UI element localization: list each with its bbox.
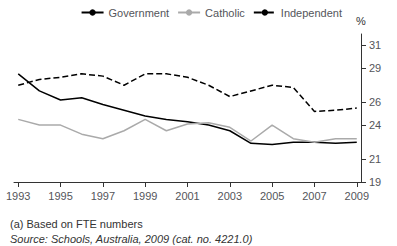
svg-text:2003: 2003 — [218, 190, 242, 202]
svg-text:Catholic: Catholic — [205, 7, 245, 19]
svg-text:(a) Based on FTE numbers: (a) Based on FTE numbers — [10, 218, 143, 230]
svg-text:2007: 2007 — [302, 190, 326, 202]
svg-text:1995: 1995 — [48, 190, 72, 202]
svg-text:1999: 1999 — [133, 190, 157, 202]
svg-text:31: 31 — [369, 39, 381, 51]
svg-text:Independent: Independent — [281, 7, 342, 19]
svg-text:2001: 2001 — [175, 190, 199, 202]
svg-text:%: % — [356, 15, 366, 27]
svg-text:29: 29 — [369, 62, 381, 74]
svg-text:19: 19 — [369, 176, 381, 188]
svg-text:24: 24 — [369, 119, 381, 131]
svg-text:2009: 2009 — [345, 190, 369, 202]
svg-text:Source: Schools, Australia, 20: Source: Schools, Australia, 2009 (cat. n… — [10, 233, 253, 245]
svg-text:1997: 1997 — [91, 190, 115, 202]
svg-text:26: 26 — [369, 96, 381, 108]
svg-text:2005: 2005 — [260, 190, 284, 202]
svg-text:21: 21 — [369, 153, 381, 165]
svg-text:Government: Government — [109, 7, 170, 19]
svg-text:1993: 1993 — [6, 190, 30, 202]
